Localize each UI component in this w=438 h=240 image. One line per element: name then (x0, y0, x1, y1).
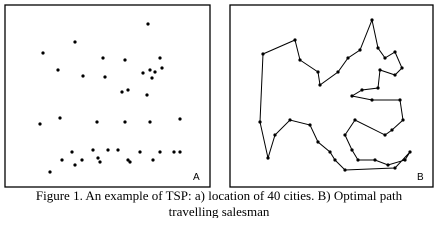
city (401, 118, 405, 122)
city (151, 158, 155, 162)
city (343, 168, 347, 172)
city (178, 117, 182, 121)
city (266, 156, 270, 160)
city (356, 158, 360, 162)
city (98, 160, 102, 164)
cities (38, 22, 182, 174)
city (383, 56, 387, 60)
city (73, 163, 77, 167)
city (158, 150, 162, 154)
city (178, 150, 182, 154)
city (172, 150, 176, 154)
city (91, 148, 95, 152)
city (146, 22, 150, 26)
city (328, 150, 332, 154)
city (258, 120, 262, 124)
city (393, 50, 397, 54)
city (58, 116, 62, 120)
city (123, 120, 127, 124)
city (378, 68, 382, 72)
city (403, 158, 407, 162)
city (261, 52, 265, 56)
city (360, 88, 364, 92)
city (408, 150, 412, 154)
city (370, 98, 374, 102)
city (350, 148, 354, 152)
caption: Figure 1. An example of TSP: a) location… (36, 188, 403, 203)
city (376, 86, 380, 90)
panel-a (4, 4, 211, 188)
city (56, 68, 60, 72)
city (386, 163, 390, 167)
city (148, 120, 152, 124)
city (293, 38, 297, 42)
city (336, 70, 340, 74)
city (343, 133, 347, 137)
city (158, 56, 162, 60)
city (120, 90, 124, 94)
city (141, 71, 145, 75)
city (73, 40, 77, 44)
city (128, 160, 132, 164)
city (38, 122, 42, 126)
panel-label: B (417, 172, 424, 183)
city (138, 150, 142, 154)
city (96, 156, 100, 160)
city (103, 75, 107, 79)
city (376, 46, 380, 50)
city (298, 58, 302, 62)
city (288, 118, 292, 122)
city (346, 56, 350, 60)
city (150, 76, 154, 80)
city (358, 48, 362, 52)
city (318, 83, 322, 87)
city (370, 18, 374, 22)
city (148, 68, 152, 72)
city (81, 74, 85, 78)
city (101, 56, 105, 60)
city (95, 120, 99, 124)
panel-label: A (193, 172, 200, 183)
city (308, 123, 312, 127)
city (41, 51, 45, 55)
city (390, 128, 394, 132)
city (48, 170, 52, 174)
city (333, 158, 337, 162)
tour (259, 18, 411, 171)
city (126, 158, 130, 162)
city (316, 140, 320, 144)
city (160, 66, 164, 70)
page: A B Figure 1. An example of TSP: a) loca… (4, 4, 434, 218)
city (383, 133, 387, 137)
city (153, 70, 157, 74)
city (80, 158, 84, 162)
city (316, 70, 320, 74)
figure: A B Figure 1. An example of TSP: a) loca… (4, 4, 434, 218)
city (116, 148, 120, 152)
city (70, 150, 74, 154)
city (373, 158, 377, 162)
caption: travelling salesman (169, 204, 270, 218)
city (273, 133, 277, 137)
panel-b (229, 4, 434, 188)
city (126, 88, 130, 92)
city (393, 166, 397, 170)
tour-cities (258, 18, 412, 172)
city (106, 148, 110, 152)
city (400, 66, 404, 70)
city (398, 98, 402, 102)
city (145, 93, 149, 97)
city (350, 94, 354, 98)
city (123, 58, 127, 62)
city (393, 73, 397, 77)
city (60, 158, 64, 162)
city (353, 118, 357, 122)
